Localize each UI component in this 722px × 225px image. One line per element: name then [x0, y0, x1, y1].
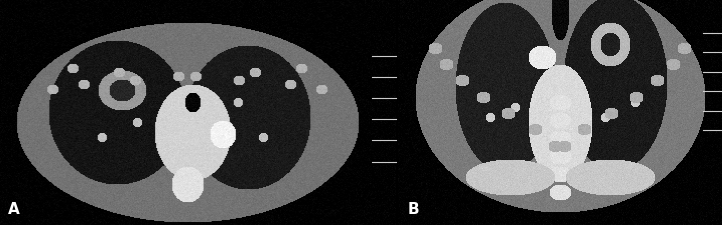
Text: B: B	[407, 201, 419, 216]
Text: A: A	[8, 201, 19, 216]
